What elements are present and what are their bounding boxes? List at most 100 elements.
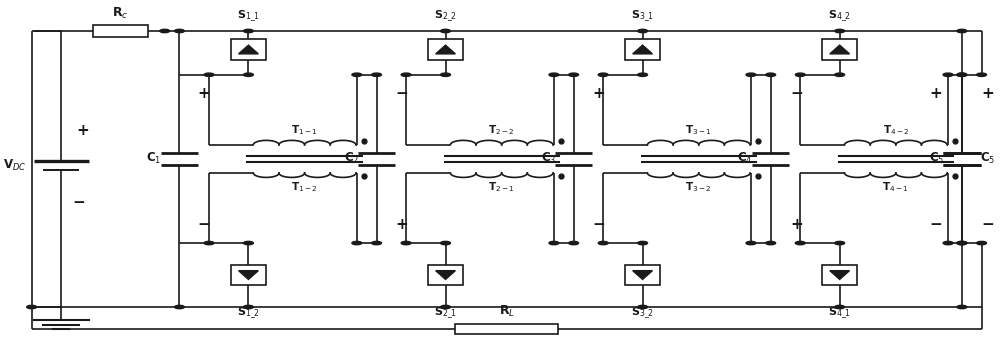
- Text: −: −: [198, 217, 210, 232]
- Polygon shape: [239, 271, 258, 280]
- Text: T$_{4-1}$: T$_{4-1}$: [882, 180, 909, 194]
- Bar: [822, 265, 857, 285]
- Text: S$_{2\_2}$: S$_{2\_2}$: [434, 9, 457, 24]
- Text: +: +: [77, 123, 89, 138]
- Bar: [822, 40, 857, 59]
- Circle shape: [943, 73, 953, 76]
- Circle shape: [401, 241, 411, 245]
- Circle shape: [957, 305, 967, 309]
- Text: C$_3$: C$_3$: [541, 151, 556, 166]
- Circle shape: [957, 29, 967, 33]
- Circle shape: [372, 241, 381, 245]
- Circle shape: [795, 73, 805, 76]
- Text: C$_5$: C$_5$: [929, 151, 944, 166]
- Bar: [428, 40, 463, 59]
- Text: T$_{4-2}$: T$_{4-2}$: [883, 124, 909, 137]
- Text: S$_{4\_1}$: S$_{4\_1}$: [828, 305, 851, 321]
- Text: T$_{3-2}$: T$_{3-2}$: [685, 180, 712, 194]
- Text: T$_{2-1}$: T$_{2-1}$: [488, 180, 515, 194]
- Circle shape: [598, 73, 608, 76]
- Circle shape: [244, 241, 253, 245]
- Text: T$_{1-2}$: T$_{1-2}$: [291, 180, 318, 194]
- Text: V$_{DC}$: V$_{DC}$: [3, 158, 27, 173]
- Polygon shape: [633, 45, 652, 54]
- Text: R$_L$: R$_L$: [499, 304, 515, 319]
- Circle shape: [638, 241, 648, 245]
- Circle shape: [977, 73, 986, 76]
- Text: −: −: [593, 217, 606, 232]
- Text: −: −: [396, 86, 409, 101]
- Circle shape: [957, 73, 967, 76]
- Circle shape: [638, 29, 648, 33]
- Circle shape: [957, 73, 967, 76]
- Text: +: +: [396, 217, 409, 232]
- Circle shape: [835, 29, 845, 33]
- Text: −: −: [73, 195, 85, 210]
- Text: −: −: [790, 86, 803, 101]
- Circle shape: [441, 305, 450, 309]
- Bar: [231, 265, 266, 285]
- Circle shape: [638, 73, 648, 76]
- Circle shape: [549, 241, 559, 245]
- Circle shape: [175, 305, 184, 309]
- Circle shape: [244, 73, 253, 76]
- Circle shape: [352, 241, 362, 245]
- Circle shape: [766, 73, 776, 76]
- Bar: [428, 265, 463, 285]
- Circle shape: [401, 73, 411, 76]
- Circle shape: [160, 29, 170, 33]
- Polygon shape: [436, 271, 455, 280]
- Circle shape: [441, 29, 450, 33]
- Text: T$_{3-1}$: T$_{3-1}$: [685, 124, 712, 137]
- Circle shape: [569, 73, 579, 76]
- Circle shape: [957, 241, 967, 245]
- Circle shape: [204, 241, 214, 245]
- Text: −: −: [981, 217, 994, 232]
- Circle shape: [352, 73, 362, 76]
- Circle shape: [638, 305, 648, 309]
- Text: S$_{1\_2}$: S$_{1\_2}$: [237, 305, 260, 321]
- Text: C$_4$: C$_4$: [737, 151, 753, 166]
- Circle shape: [175, 29, 184, 33]
- Text: +: +: [593, 86, 606, 101]
- Bar: [625, 265, 660, 285]
- Circle shape: [943, 241, 953, 245]
- Polygon shape: [239, 45, 258, 54]
- Text: +: +: [198, 86, 210, 101]
- Bar: [231, 40, 266, 59]
- Bar: [625, 40, 660, 59]
- Polygon shape: [436, 45, 455, 54]
- Circle shape: [835, 73, 845, 76]
- Text: T$_{2-2}$: T$_{2-2}$: [488, 124, 515, 137]
- Circle shape: [549, 73, 559, 76]
- Circle shape: [27, 305, 37, 309]
- Text: S$_{1\_1}$: S$_{1\_1}$: [237, 9, 260, 24]
- Circle shape: [795, 241, 805, 245]
- Text: S$_{4\_2}$: S$_{4\_2}$: [828, 9, 851, 24]
- Circle shape: [441, 241, 450, 245]
- Bar: [93, 25, 148, 38]
- Polygon shape: [633, 271, 652, 280]
- Circle shape: [569, 241, 579, 245]
- Circle shape: [441, 73, 450, 76]
- Polygon shape: [830, 271, 850, 280]
- Circle shape: [244, 29, 253, 33]
- Bar: [455, 323, 558, 334]
- Text: S$_{2\_1}$: S$_{2\_1}$: [434, 305, 457, 321]
- Text: +: +: [930, 86, 943, 101]
- Circle shape: [766, 241, 776, 245]
- Text: S$_{3\_1}$: S$_{3\_1}$: [631, 9, 654, 24]
- Text: T$_{1-1}$: T$_{1-1}$: [291, 124, 318, 137]
- Circle shape: [835, 305, 845, 309]
- Text: C$_2$: C$_2$: [344, 151, 359, 166]
- Circle shape: [746, 241, 756, 245]
- Circle shape: [598, 241, 608, 245]
- Text: C$_5$: C$_5$: [980, 151, 995, 166]
- Polygon shape: [830, 45, 850, 54]
- Circle shape: [746, 73, 756, 76]
- Circle shape: [244, 305, 253, 309]
- Text: −: −: [930, 217, 943, 232]
- Text: S$_{3\_2}$: S$_{3\_2}$: [631, 305, 654, 321]
- Circle shape: [204, 73, 214, 76]
- Circle shape: [835, 241, 845, 245]
